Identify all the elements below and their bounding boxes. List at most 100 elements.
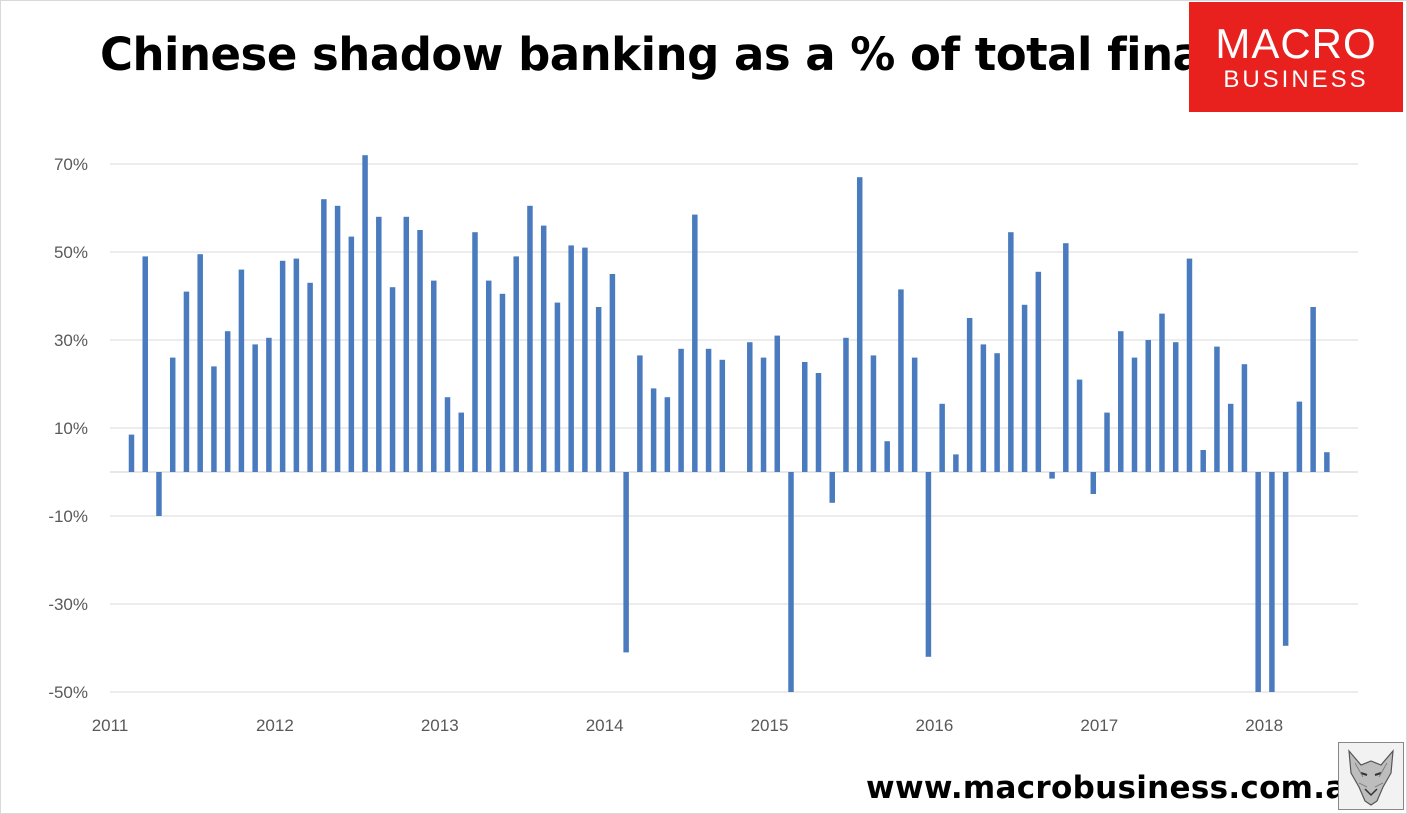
- bar: [1035, 271, 1042, 472]
- bar: [980, 344, 987, 472]
- bar: [266, 337, 272, 472]
- bar: [554, 302, 561, 472]
- bar: [829, 472, 835, 503]
- bar: [1118, 331, 1124, 472]
- bar: [1021, 304, 1028, 472]
- bar: [183, 291, 190, 472]
- bar: [1076, 379, 1083, 472]
- x-tick-label: 2013: [421, 716, 459, 735]
- bar: [1227, 403, 1234, 472]
- bar: [802, 362, 808, 472]
- y-tick-label: -30%: [48, 595, 88, 614]
- bar-series: [128, 155, 1330, 692]
- bar: [939, 403, 945, 472]
- bar: [1008, 232, 1014, 472]
- bar: [252, 344, 258, 472]
- bar: [747, 342, 753, 472]
- bar: [279, 260, 286, 472]
- bar: [1255, 472, 1261, 692]
- bar: [678, 348, 684, 472]
- x-tick-label: 2016: [915, 716, 953, 735]
- bar: [417, 230, 423, 472]
- logo-top-text: MACRO: [1215, 20, 1377, 67]
- bar: [843, 337, 849, 472]
- bar: [1159, 313, 1165, 472]
- y-tick-label: -10%: [48, 507, 88, 526]
- bar: [224, 331, 231, 472]
- bar: [1200, 450, 1206, 472]
- y-tick-label: -50%: [48, 683, 88, 702]
- x-tick-label: 2012: [256, 716, 294, 735]
- y-tick-label: 10%: [54, 419, 88, 438]
- bar: [582, 247, 588, 472]
- macrobusiness-logo: MACRO BUSINESS: [1189, 2, 1403, 112]
- bar: [953, 454, 959, 472]
- bar: [637, 355, 643, 472]
- y-axis-ticks: 70% 50% 30% 10% -10% -30% -50%: [48, 155, 88, 702]
- bar: [238, 269, 245, 472]
- bar: [1214, 346, 1220, 472]
- bar: [1296, 401, 1303, 472]
- bar: [376, 216, 382, 472]
- bar: [774, 335, 781, 472]
- x-tick-label: 2014: [586, 716, 624, 735]
- bar: [898, 289, 904, 472]
- bar: [815, 373, 822, 472]
- bar: [650, 388, 657, 472]
- bar: [1145, 340, 1151, 472]
- bar: [156, 472, 162, 516]
- bar: [856, 177, 863, 472]
- bar: [1063, 243, 1069, 472]
- bar: [870, 355, 877, 472]
- bar: [623, 472, 629, 653]
- bar: [197, 254, 203, 472]
- bar: [293, 258, 300, 472]
- bar: [513, 256, 519, 472]
- bar: [321, 199, 327, 472]
- bar: [307, 282, 313, 472]
- bar: [760, 357, 767, 472]
- wolf-head-icon: [1338, 742, 1404, 810]
- y-tick-label: 70%: [54, 155, 88, 174]
- bar: [169, 357, 176, 472]
- x-tick-label: 2018: [1245, 716, 1283, 735]
- bar: [142, 256, 148, 472]
- bar: [692, 214, 698, 472]
- footer-url: www.macrobusiness.com.au: [866, 770, 1369, 806]
- bar: [485, 280, 492, 472]
- bar: [595, 307, 602, 472]
- y-tick-label: 30%: [54, 331, 88, 350]
- bar: [431, 280, 437, 472]
- bar: [1269, 472, 1275, 692]
- bar: [403, 216, 410, 472]
- bar: [664, 397, 671, 472]
- bar: [472, 232, 478, 472]
- bar: [1104, 412, 1110, 472]
- bar: [911, 357, 918, 472]
- bar: [334, 205, 341, 473]
- x-axis-ticks: 2011 2012 2013 2014 2015 2016 2017 2018: [92, 716, 1283, 735]
- bar: [389, 287, 396, 472]
- bar: [1310, 307, 1316, 472]
- bar: [1131, 357, 1138, 472]
- y-tick-label: 50%: [54, 243, 88, 262]
- bar: [925, 472, 932, 657]
- bar: [444, 397, 451, 472]
- bar: [884, 441, 890, 472]
- x-tick-label: 2011: [92, 716, 129, 735]
- bar: [362, 155, 368, 472]
- logo-bottom-text: BUSINESS: [1223, 66, 1369, 93]
- bar: [540, 225, 547, 472]
- bar: [499, 293, 506, 472]
- bar: [788, 472, 794, 692]
- bar: [1282, 472, 1289, 646]
- bar: [719, 359, 726, 472]
- bar: [1090, 472, 1097, 494]
- x-tick-label: 2015: [751, 716, 789, 735]
- bar: [1186, 258, 1193, 472]
- bar: [211, 366, 217, 472]
- chart-title: Chinese shadow banking as a % of total f…: [100, 28, 1291, 81]
- bar: [527, 205, 533, 473]
- x-tick-label: 2017: [1080, 716, 1118, 735]
